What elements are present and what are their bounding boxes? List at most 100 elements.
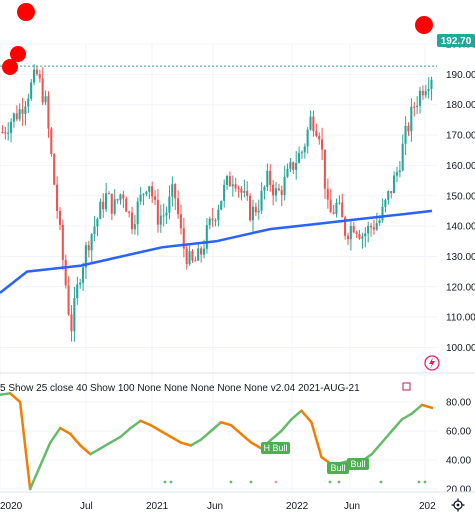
candle-body bbox=[47, 96, 50, 129]
oscillator-segment bbox=[99, 441, 112, 450]
candle-body bbox=[430, 79, 433, 89]
signal-bull-1: Bull bbox=[327, 462, 349, 474]
oscillator-segment bbox=[38, 441, 52, 468]
candle-body bbox=[104, 193, 108, 210]
oscillator-segment bbox=[229, 423, 243, 436]
oscillator-segment bbox=[400, 412, 414, 421]
oscillator-segment bbox=[370, 441, 384, 456]
oscillator-segment bbox=[28, 464, 42, 491]
candle-body bbox=[358, 233, 361, 239]
candle-body bbox=[220, 200, 223, 210]
candle-body bbox=[205, 225, 208, 249]
candle-body bbox=[384, 199, 387, 207]
candle-body bbox=[41, 78, 44, 103]
candle-body bbox=[176, 198, 180, 215]
indicator-settings-icon[interactable] bbox=[402, 382, 411, 391]
candle-body bbox=[369, 225, 373, 228]
oscillator-segment bbox=[48, 426, 62, 444]
candle-body bbox=[277, 188, 280, 191]
signal-label-bull-1: Bull bbox=[330, 463, 345, 473]
oscillator-segment bbox=[300, 409, 313, 424]
candle-body bbox=[171, 184, 174, 197]
price-tick-label: 190.00 bbox=[446, 70, 475, 81]
indicator-grid bbox=[0, 401, 437, 490]
candle-body bbox=[292, 162, 295, 170]
candle-body bbox=[372, 227, 375, 230]
candle-body bbox=[185, 248, 188, 264]
candle-body bbox=[128, 211, 131, 213]
candle-body bbox=[240, 188, 243, 193]
candle-body bbox=[113, 199, 116, 214]
signal-dot bbox=[337, 480, 341, 484]
candle-body bbox=[306, 129, 309, 147]
candle-body bbox=[35, 69, 38, 75]
candle-body bbox=[110, 193, 113, 214]
lightning-icon[interactable] bbox=[424, 355, 440, 371]
candles bbox=[1, 64, 433, 342]
oscillator-segment bbox=[159, 429, 173, 439]
candle-body bbox=[76, 284, 79, 299]
oscillator-segment bbox=[280, 418, 293, 433]
candle-body bbox=[188, 251, 191, 264]
oscillator-segment bbox=[390, 418, 404, 433]
price-tick-label: 160.00 bbox=[446, 161, 475, 172]
candle-body bbox=[315, 131, 318, 137]
time-axis: 2020 Jul 2021 Jun 2022 Jun 202 bbox=[0, 501, 436, 512]
oscillator-segment bbox=[239, 432, 253, 444]
candle-body bbox=[318, 136, 321, 140]
signal-dot bbox=[229, 480, 233, 484]
candle-body bbox=[87, 245, 90, 251]
oscillator-segment bbox=[410, 403, 424, 415]
candle-body bbox=[214, 220, 217, 222]
signal-dot bbox=[328, 480, 332, 484]
gear-icon[interactable] bbox=[451, 498, 465, 512]
candle-body bbox=[344, 217, 347, 236]
candle-body bbox=[407, 125, 410, 132]
candle-body bbox=[122, 194, 125, 199]
candle-body bbox=[378, 220, 381, 224]
time-tick-label: 202 bbox=[419, 501, 436, 512]
candle-body bbox=[251, 206, 254, 221]
candle-body bbox=[254, 206, 257, 213]
candle-body bbox=[145, 191, 148, 195]
candle-body bbox=[32, 69, 36, 83]
candle-body bbox=[44, 96, 47, 103]
price-tick-label: 120.00 bbox=[446, 282, 475, 293]
oscillator-segment bbox=[119, 426, 132, 439]
oscillator-segment bbox=[189, 438, 203, 447]
candle-body bbox=[421, 90, 424, 96]
last-price-value: 192.70 bbox=[441, 36, 472, 47]
candle-body bbox=[130, 212, 133, 230]
oscillator-segment bbox=[79, 444, 92, 456]
signal-dot bbox=[249, 480, 253, 484]
oscillator-segment bbox=[0, 392, 12, 396]
candle-body bbox=[136, 201, 139, 225]
candle-body bbox=[53, 154, 56, 185]
signal-dot bbox=[169, 480, 173, 484]
candle-body bbox=[182, 228, 185, 249]
candle-body bbox=[361, 236, 364, 239]
candle-body bbox=[15, 113, 18, 120]
oscillator-segment bbox=[380, 429, 394, 444]
candle-body bbox=[364, 233, 367, 237]
time-tick-label: Jun bbox=[344, 501, 360, 512]
candle-body bbox=[139, 194, 142, 202]
time-tick-label: Jul bbox=[80, 501, 93, 512]
candle-body bbox=[191, 251, 194, 261]
price-tick-label: 140.00 bbox=[446, 222, 475, 233]
candle-body bbox=[217, 209, 220, 221]
time-tick-label: Jun bbox=[207, 501, 223, 512]
oscillator-segment bbox=[209, 421, 223, 433]
candle-body bbox=[300, 152, 303, 154]
candle-body bbox=[231, 184, 234, 187]
oscillator-segment bbox=[310, 421, 323, 459]
candle-body bbox=[326, 188, 329, 200]
candle-body bbox=[225, 176, 229, 185]
oscillator-segment bbox=[169, 435, 183, 444]
signal-dot bbox=[423, 480, 427, 484]
candle-body bbox=[84, 245, 87, 268]
candle-body bbox=[424, 91, 427, 96]
candle-body bbox=[50, 128, 53, 155]
candle-body bbox=[392, 175, 396, 194]
